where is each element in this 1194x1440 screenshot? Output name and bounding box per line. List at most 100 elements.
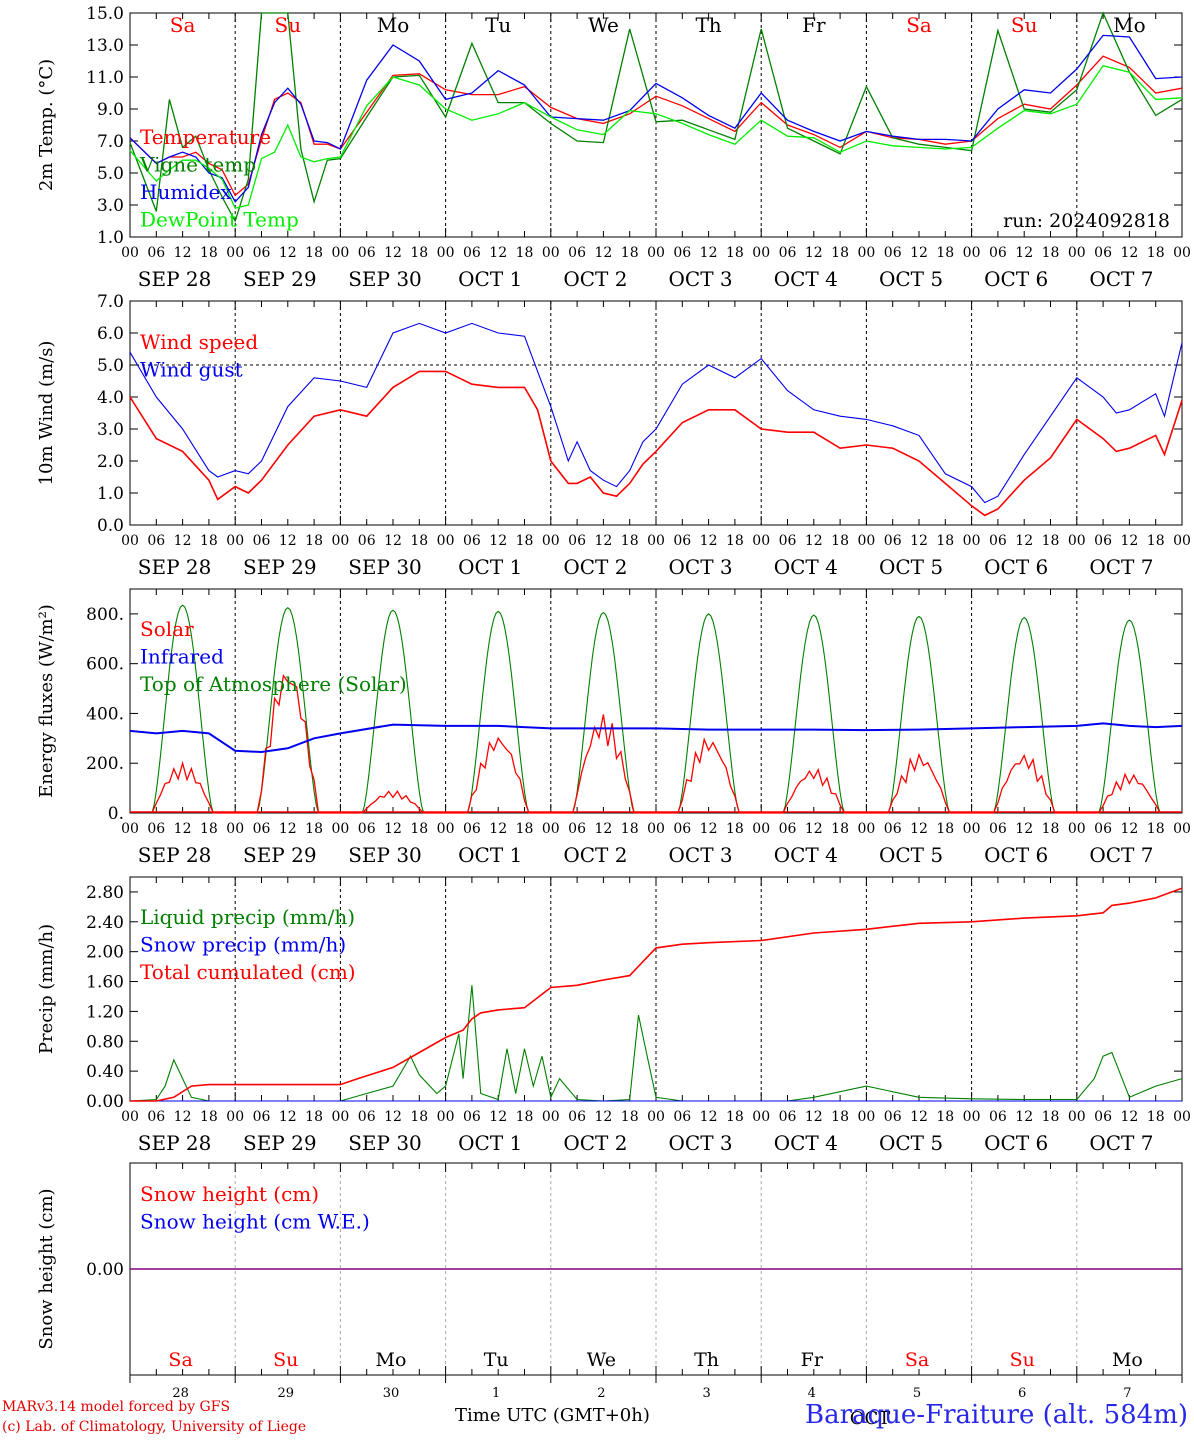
hour-tick-label: 00 — [542, 821, 560, 837]
model-credit: MARv3.14 model forced by GFS — [2, 1399, 231, 1415]
series-top-of-atmosphere — [1098, 619, 1161, 814]
series-top-of-atmosphere — [887, 615, 951, 814]
hour-tick-label: 00 — [857, 1109, 875, 1125]
hour-tick-label: 00 — [752, 1109, 770, 1125]
panel-1: 15.0 13.0 11.0 9.0 7.0 5.0 3.0 1.0 2m Temp. (°C)… — [36, 4, 1191, 291]
hour-tick-label: 12 — [805, 533, 823, 549]
run-label: run: 2024092818 — [1003, 210, 1170, 232]
series-humidex — [129, 34, 1183, 203]
hour-tick-label: 06 — [358, 821, 376, 837]
date-label: OCT 5 — [879, 555, 943, 579]
hour-tick-label: 06 — [884, 245, 902, 261]
hour-tick-label: 06 — [989, 821, 1007, 837]
hour-tick-label: 18 — [410, 821, 428, 837]
y-tick-label: 1.0 — [97, 484, 124, 504]
y-tick-label: 200. — [86, 754, 124, 774]
date-label: OCT 3 — [669, 1131, 733, 1155]
hour-tick-label: 00 — [226, 1109, 244, 1125]
date-label: OCT 7 — [1089, 267, 1153, 291]
hour-tick-label: 12 — [1120, 821, 1138, 837]
hour-tick-label: 06 — [989, 245, 1007, 261]
panel-5: 0.00 Snow height (cm) Snow height (cm) Snow… — [36, 1162, 1183, 1429]
hour-tick-label: 18 — [936, 533, 954, 549]
hour-tick-label: 12 — [1015, 533, 1033, 549]
y-axis-label: 10m Wind (m/s) — [36, 341, 57, 486]
date-label: SEP 28 — [138, 843, 212, 867]
hour-tick-label: 06 — [463, 245, 481, 261]
hour-tick-label: 18 — [831, 821, 849, 837]
y-tick-label: 5.0 — [97, 164, 124, 184]
date-label: OCT 3 — [669, 267, 733, 291]
hour-tick-label: 06 — [568, 533, 586, 549]
day-number: 2 — [597, 1386, 605, 1401]
date-label: OCT 7 — [1089, 1131, 1153, 1155]
hour-tick-label: 18 — [305, 1109, 323, 1125]
y-tick-label: 5.0 — [97, 356, 124, 376]
hour-tick-label: 06 — [568, 1109, 586, 1125]
hour-tick-label: 12 — [700, 533, 718, 549]
hour-tick-label: 06 — [673, 1109, 691, 1125]
hour-tick-label: 12 — [174, 821, 192, 837]
day-number: 4 — [808, 1386, 816, 1401]
hour-tick-label: 18 — [200, 821, 218, 837]
day-name: Th — [695, 13, 721, 37]
series-top-of-atmosphere — [151, 604, 214, 814]
hour-tick-label: 06 — [463, 821, 481, 837]
series-top-of-atmosphere — [572, 611, 635, 814]
hour-tick-label: 18 — [936, 1109, 954, 1125]
hour-tick-label: 00 — [1068, 245, 1086, 261]
hour-tick-label: 06 — [884, 533, 902, 549]
day-name: Tu — [485, 13, 511, 37]
hour-tick-label: 06 — [673, 533, 691, 549]
y-tick-label: 9.0 — [97, 100, 124, 120]
hour-tick-label: 12 — [700, 245, 718, 261]
panel-2: 7.0 6.0 5.0 4.0 3.0 2.0 1.0 0.0 10m Wind (m/s) Wi… — [36, 292, 1191, 579]
hour-tick-label: 06 — [1094, 245, 1112, 261]
series-wind-speed — [129, 370, 1183, 517]
date-label: OCT 6 — [984, 555, 1048, 579]
y-tick-label: 3.0 — [97, 196, 124, 216]
day-name: Su — [273, 1349, 298, 1371]
date-label: OCT 6 — [984, 267, 1048, 291]
date-label: OCT 2 — [563, 555, 627, 579]
hour-tick-label: 12 — [594, 1109, 612, 1125]
day-number: 6 — [1018, 1386, 1026, 1401]
hour-tick-label: 00 — [1068, 821, 1086, 837]
date-label: OCT 7 — [1089, 843, 1153, 867]
hour-tick-label: 18 — [305, 245, 323, 261]
hour-tick-label: 06 — [463, 1109, 481, 1125]
day-name: Sa — [905, 1349, 929, 1371]
hour-tick-label: 00 — [437, 533, 455, 549]
legend-entry: Wind gust — [140, 358, 243, 382]
hour-tick-label: 00 — [331, 533, 349, 549]
hour-tick-label: 18 — [1042, 1109, 1060, 1125]
date-label: OCT 2 — [563, 1131, 627, 1155]
hour-tick-label: 06 — [1094, 1109, 1112, 1125]
day-number: 3 — [702, 1386, 710, 1401]
series-top-of-atmosphere — [992, 616, 1056, 814]
date-label: SEP 30 — [348, 1131, 422, 1155]
hour-tick-label: 12 — [1120, 1109, 1138, 1125]
hour-tick-label: 06 — [884, 1109, 902, 1125]
hour-tick-label: 00 — [647, 1109, 665, 1125]
hour-tick-label: 12 — [910, 1109, 928, 1125]
time-axis-label: Time UTC (GMT+0h) — [455, 1405, 650, 1426]
hour-tick-label: 06 — [989, 1109, 1007, 1125]
hour-tick-label: 00 — [121, 533, 139, 549]
hour-tick-label: 12 — [489, 821, 507, 837]
day-name: Su — [1011, 13, 1038, 37]
y-tick-label: 2.00 — [86, 943, 124, 963]
hour-tick-label: 00 — [542, 533, 560, 549]
hour-tick-label: 18 — [831, 245, 849, 261]
hour-tick-label: 00 — [1173, 245, 1191, 261]
hour-tick-label: 18 — [936, 245, 954, 261]
legend-entry: Infrared — [140, 645, 224, 669]
day-number: 7 — [1123, 1386, 1131, 1401]
hour-tick-label: 12 — [279, 821, 297, 837]
series-wind-gust — [129, 322, 1183, 504]
hour-tick-label: 18 — [831, 533, 849, 549]
date-label: OCT 6 — [984, 843, 1048, 867]
hour-tick-label: 18 — [305, 821, 323, 837]
hour-tick-label: 12 — [805, 1109, 823, 1125]
hour-tick-label: 12 — [174, 245, 192, 261]
